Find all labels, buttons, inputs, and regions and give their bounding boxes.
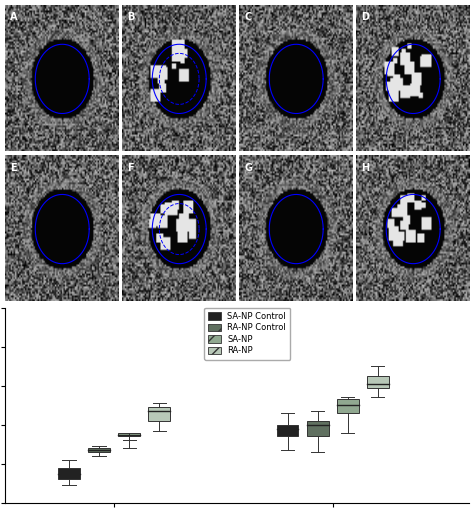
Text: G: G — [245, 163, 252, 173]
Text: B: B — [128, 12, 135, 22]
FancyBboxPatch shape — [88, 448, 110, 452]
FancyBboxPatch shape — [118, 433, 140, 436]
FancyBboxPatch shape — [367, 376, 389, 388]
Text: C: C — [245, 12, 252, 22]
FancyBboxPatch shape — [148, 407, 170, 421]
Text: D: D — [361, 12, 369, 22]
FancyBboxPatch shape — [58, 468, 80, 480]
Text: A: A — [10, 12, 18, 22]
FancyBboxPatch shape — [307, 421, 328, 436]
Text: E: E — [10, 163, 17, 173]
Text: F: F — [128, 163, 134, 173]
FancyBboxPatch shape — [277, 425, 299, 436]
Text: H: H — [361, 163, 370, 173]
FancyBboxPatch shape — [337, 399, 359, 413]
Legend: SA-NP Control, RA-NP Control, SA-NP, RA-NP: SA-NP Control, RA-NP Control, SA-NP, RA-… — [204, 308, 290, 360]
